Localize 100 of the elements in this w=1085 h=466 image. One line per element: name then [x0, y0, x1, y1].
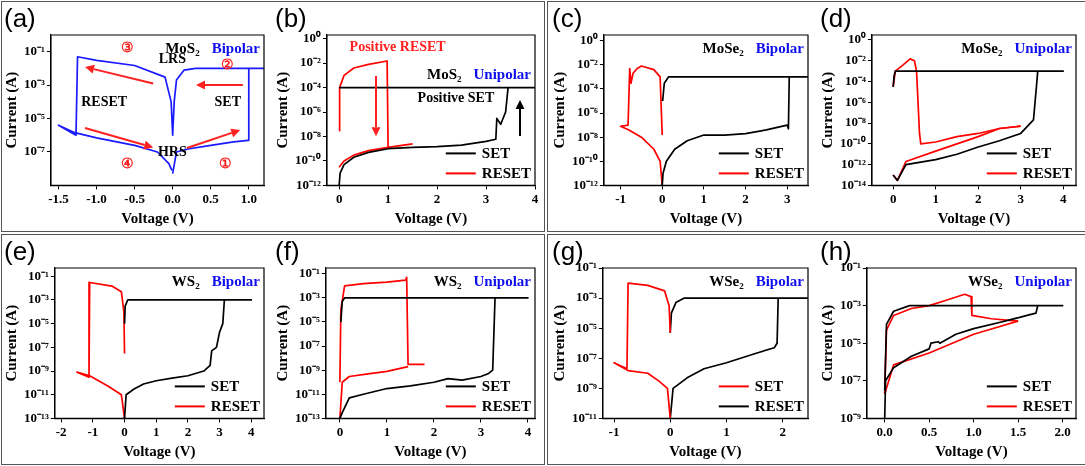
y-tick-label: 10⁻¹³: [295, 409, 320, 425]
x-tick-label: 0: [336, 423, 344, 439]
y-tick-label: 10⁻³: [575, 289, 597, 305]
y-tick-label: 10⁻⁹: [575, 379, 597, 395]
y-tick-label: 10⁻¹: [23, 43, 45, 59]
x-tick-label: 1: [723, 423, 730, 439]
x-tick-label: 2: [184, 423, 192, 439]
y-tick-label: 10⁻⁵: [23, 109, 45, 125]
x-tick-label: 4: [248, 423, 256, 439]
y-tick-label: 10⁻¹⁰: [839, 135, 866, 151]
y-tick-label: 10⁻²: [576, 56, 598, 72]
x-axis-title: Voltage (V): [937, 209, 1011, 227]
y-tick-label: 10⁻¹²: [841, 155, 866, 171]
x-tick-label: 0: [658, 190, 666, 206]
text: Unipolar: [473, 66, 532, 82]
chart-subtitle: Bipolar: [211, 40, 261, 56]
y-tick-label: 10⁻²: [299, 54, 321, 70]
legend-label: RESET: [210, 398, 261, 415]
y-tick-label: 10⁻⁶: [299, 103, 321, 119]
x-tick-label: 0: [121, 423, 128, 439]
chart-subtitle: Bipolar: [755, 273, 805, 289]
y-tick-label: 10⁻⁷: [23, 143, 45, 159]
x-axis-title: Voltage (V): [935, 442, 1008, 460]
y-tick-label: 10⁻⁹: [298, 361, 320, 377]
x-tick-label: 0: [889, 190, 897, 206]
chart-subtitle: Unipolar: [1014, 40, 1073, 56]
x-tick-label: 3: [482, 190, 490, 206]
x-tick-label: 3: [783, 190, 791, 206]
legend-label: SET: [1022, 145, 1052, 162]
legend-label: SET: [481, 378, 511, 395]
x-tick-label: 2: [430, 423, 438, 439]
y-tick-label: 10⁻⁸: [576, 128, 598, 144]
x-tick-label: 0: [335, 190, 343, 206]
x-tick-label: 2: [779, 423, 786, 439]
y-tick-label: 10⁻⁸: [844, 114, 866, 130]
y-tick-label: 10⁻⁶: [576, 104, 598, 120]
x-tick-label: 0.0: [876, 423, 893, 439]
text: (c): [552, 3, 583, 33]
y-tick-label: 10⁻⁷: [298, 337, 320, 353]
x-tick-label: -2: [55, 423, 67, 439]
x-tick-label: 1: [383, 423, 391, 439]
y-tick-label: 10⁻¹³: [24, 409, 49, 425]
text: (f): [275, 236, 300, 266]
y-axis-title: Current (A): [550, 71, 568, 149]
y-tick-label: 10⁻⁴: [299, 78, 321, 94]
x-tick-label: 1: [384, 190, 392, 206]
annotation: Positive RESET: [349, 38, 447, 54]
x-axis-title: Voltage (V): [123, 442, 196, 460]
legend-label: SET: [754, 378, 784, 395]
y-tick-label: 10⁻¹⁴: [841, 176, 866, 192]
x-tick-label: 2: [742, 190, 749, 206]
annotation: ①: [219, 155, 233, 171]
y-tick-label: 10⁻⁵: [27, 315, 49, 331]
x-axis-title: Voltage (V): [669, 442, 742, 460]
y-tick-label: 10⁰: [579, 32, 598, 48]
annotation: ③: [121, 40, 135, 56]
y-tick-label: 10⁰: [302, 30, 321, 46]
y-tick-label: 10⁻¹¹: [295, 385, 320, 401]
x-tick-label: 0.5: [921, 423, 938, 439]
y-tick-label: 10⁻¹: [298, 265, 320, 281]
y-axis-title: Current (A): [273, 304, 291, 382]
y-tick-label: 10⁻⁹: [839, 409, 861, 425]
y-tick-label: 10⁻⁷: [839, 372, 861, 388]
x-tick-label: 2.0: [1054, 423, 1071, 439]
x-tick-label: 1.5: [1010, 423, 1027, 439]
x-tick-label: 1: [932, 190, 939, 206]
legend-label: SET: [1022, 378, 1052, 395]
y-tick-label: 10⁻⁸: [299, 127, 321, 143]
legend-label: RESET: [1022, 398, 1073, 415]
x-tick-label: -1: [615, 190, 626, 206]
y-tick-label: 10⁻¹⁰: [294, 152, 321, 168]
x-tick-label: -1: [608, 423, 620, 439]
annotation: HRS: [157, 143, 187, 159]
x-tick-label: 0.5: [202, 190, 220, 206]
legend-label: SET: [481, 145, 511, 162]
legend-label: RESET: [481, 398, 532, 415]
chart-title: WS₂: [433, 273, 462, 289]
x-tick-label: 1: [700, 190, 708, 206]
y-axis-title: Current (A): [550, 304, 568, 382]
legend-label: SET: [210, 378, 240, 395]
y-axis-title: Current (A): [2, 71, 20, 149]
y-tick-label: 10⁻⁷: [27, 338, 49, 354]
annotation: Positive SET: [417, 89, 495, 105]
y-axis-title: Current (A): [2, 304, 20, 382]
chart-title: WSe₂: [709, 273, 745, 289]
legend-label: RESET: [754, 398, 805, 415]
text: (a): [4, 3, 36, 33]
y-tick-label: 10⁻³: [839, 296, 861, 312]
chart-subtitle: Bipolar: [755, 40, 805, 56]
x-tick-label: -1: [87, 423, 99, 439]
x-tick-label: 1.0: [240, 190, 257, 206]
y-axis-title: Current (A): [818, 71, 836, 149]
y-tick-label: 10⁻⁵: [839, 334, 861, 350]
annotation: RESET: [81, 94, 128, 110]
x-tick-label: 3: [216, 423, 224, 439]
x-tick-label: -0.5: [124, 190, 146, 206]
chart-subtitle: Bipolar: [211, 273, 261, 289]
chart-subtitle: Unipolar: [473, 273, 532, 289]
y-tick-label: 10⁻⁴: [576, 80, 598, 96]
annotation: ②: [221, 56, 235, 72]
